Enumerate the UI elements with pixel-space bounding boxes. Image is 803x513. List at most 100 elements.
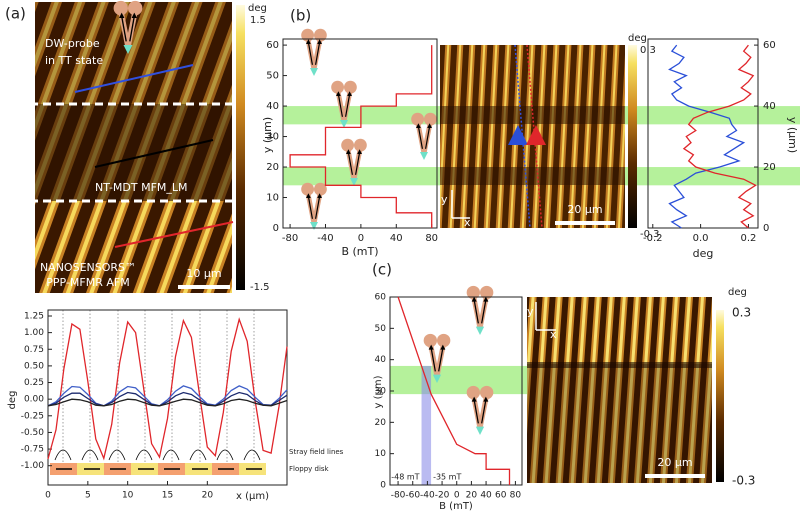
colorbar-tick: -0.3: [640, 229, 660, 240]
image-b: y x 20 μm deg 0.3 -0.3: [301, 29, 660, 240]
image-shade: [527, 364, 712, 483]
x-tick-label: 80: [510, 491, 522, 501]
scale-bar-label: 20 μm: [657, 456, 692, 469]
image-label: in TT state: [45, 54, 103, 67]
x-tick-label: 40: [390, 233, 403, 244]
x-tick-label: 0: [454, 491, 460, 501]
y-tick-label: 50: [375, 324, 387, 334]
image-shade: [527, 362, 712, 368]
probe-icon: [301, 29, 327, 76]
colorbar: [716, 310, 724, 482]
y-tick-label: 20: [266, 162, 279, 173]
y-tick-label: 30: [266, 132, 279, 143]
axis-icon: [535, 302, 556, 331]
annotation: Stray field lines: [289, 448, 344, 456]
series-line: [47, 398, 288, 407]
y-axis-label: y (μm): [373, 375, 384, 408]
panel-label: (b): [290, 7, 311, 25]
x-tick-label: 0: [45, 491, 51, 501]
x-tick-label: 5: [85, 491, 91, 501]
y-tick-label: 0.50: [24, 361, 44, 371]
image-label: NANOSENSORS™: [40, 261, 136, 274]
x-tick-label: -80: [391, 491, 406, 501]
colorbar-tick: 1.5: [250, 15, 266, 26]
x-tick-label: -60: [405, 491, 420, 501]
y-axis-label: y (μm): [261, 117, 274, 153]
x-tick-label: 0.0: [693, 233, 709, 244]
image-label: PPP-MFMR AFM: [46, 276, 129, 289]
y-tick-label: 0.75: [24, 345, 44, 355]
y-tick-label: 0.00: [24, 395, 44, 405]
probe-icon: [301, 183, 327, 230]
plot-frame: [647, 38, 759, 229]
y-tick-label: -1.00: [21, 461, 45, 471]
y-axis-label: deg: [7, 391, 18, 410]
scale-bar: [645, 474, 705, 478]
stray-field-lines: [54, 449, 261, 461]
x-tick-label: 10: [122, 491, 134, 501]
x-tick-label: -40: [317, 233, 333, 244]
series-line: [47, 391, 288, 407]
y-tick-label: 60: [266, 40, 279, 51]
x-tick-label: 80: [425, 233, 438, 244]
marker: [508, 125, 528, 145]
y-tick-label: 0.25: [24, 378, 44, 388]
marker: [526, 125, 546, 145]
x-tick-label: 0: [358, 233, 364, 244]
plot-frame: [282, 38, 438, 229]
y-tick-label: 40: [763, 101, 776, 112]
image-shade: [440, 106, 625, 124]
colorbar-tick: -1.5: [250, 282, 270, 293]
x-tick-label: -20: [435, 491, 450, 501]
y-tick-label: 60: [763, 40, 776, 51]
floppy-diagram: [50, 310, 266, 475]
highlight-band: [390, 365, 527, 395]
profile-line: [94, 139, 214, 168]
y-tick-label: -0.75: [21, 445, 44, 455]
x-tick-label: -40: [420, 491, 435, 501]
x-tick-label: 20: [466, 491, 478, 501]
scale-bar: [178, 285, 230, 289]
x-tick-label: 0.2: [740, 233, 756, 244]
y-tick-label: -0.25: [21, 411, 44, 421]
scale-bar: [555, 221, 615, 225]
colorbar-tick: 0.3: [732, 306, 751, 320]
series-line: [668, 44, 746, 229]
colorbar-tick: -0.3: [732, 474, 755, 488]
x-axis-label: B (mT): [439, 501, 473, 512]
y-tick-label: 50: [266, 71, 279, 82]
x-axis-label: deg: [693, 247, 714, 260]
x-tick-label: -80: [282, 233, 298, 244]
x-tick-label: -0.2: [643, 233, 663, 244]
profile-line: [514, 44, 531, 229]
y-tick-label: 20: [375, 418, 387, 428]
colorbar-label: deg: [248, 3, 267, 14]
x-tick-label: 60: [495, 491, 507, 501]
image-label: DW-probe: [45, 37, 100, 50]
image-shade: [35, 104, 232, 201]
y-tick-label: 1.00: [24, 328, 44, 338]
series-line: [289, 45, 433, 228]
axis-icon-label: x: [464, 216, 471, 229]
x-tick-label: 40: [480, 491, 492, 501]
profile-line: [114, 221, 234, 248]
y-tick-label: 10: [375, 449, 387, 459]
image-label: NT-MDT MFM_LM: [95, 181, 188, 194]
colorbar-label: deg: [628, 33, 647, 44]
y-tick-label: 40: [375, 355, 387, 365]
panel-label: (a): [5, 5, 26, 23]
colorbar: [236, 5, 245, 290]
y-tick-label: 40: [266, 101, 279, 112]
colorbar-label: deg: [728, 287, 747, 298]
y-tick-label: 60: [375, 293, 387, 303]
y-tick-label: 30: [375, 387, 387, 397]
x-axis-label: x (μm): [236, 491, 269, 502]
x-tick-label: 15: [162, 491, 173, 501]
y-tick-label: 20: [763, 162, 776, 173]
y-tick-label: 1.25: [24, 311, 44, 321]
x-axis-label: B (mT): [341, 245, 378, 258]
mfm-image: [527, 297, 712, 483]
axis-icon-label: x: [550, 328, 557, 341]
image-a: DW-probe in TT state NT-MDT MFM_LM NANOS…: [30, 1, 270, 293]
